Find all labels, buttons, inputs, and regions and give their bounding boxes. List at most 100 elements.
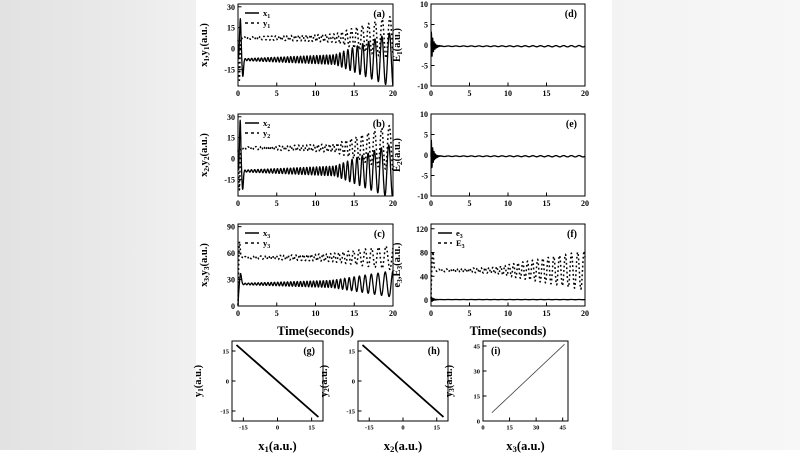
- series-line-E-2: [430, 139, 586, 169]
- axes-box: [430, 223, 586, 307]
- axes-box: [237, 3, 394, 87]
- y-tick-label: 60: [227, 249, 235, 258]
- series-line-y-1: [237, 16, 394, 82]
- x-axis-label: x2(a.u.): [384, 439, 422, 454]
- subplot-c: 0 5 10 15 20 0 30 60 90 x3,y3(a.u.) Time(seconds) (…: [199, 223, 397, 338]
- legend-label: x3: [263, 228, 270, 240]
- subplot-g: -15 0 15 -15 0 15 y1(a.u.) x1(a.u.) (g): [193, 340, 324, 454]
- y-axis-label: x3,y3(a.u.): [199, 243, 211, 287]
- panel-letter: (f): [567, 229, 577, 240]
- y-axis-label: y3(a.u.): [444, 364, 456, 397]
- x-tick-label: 0: [429, 89, 433, 98]
- panel-letter: (b): [373, 119, 385, 130]
- series-line-y-1-vs-x-1: [235, 344, 319, 418]
- x-tick-label: 15: [308, 425, 315, 432]
- x-tick-label: 10: [504, 199, 512, 208]
- y-tick-label: 90: [227, 223, 235, 232]
- y-axis-label: e3,E3(a.u.): [392, 242, 404, 287]
- y-tick-label: 0: [424, 296, 428, 305]
- x-tick-label: 20: [389, 199, 397, 208]
- legend-label: E3: [456, 238, 465, 250]
- legend-label: x2: [263, 118, 270, 130]
- page-background-left: [0, 0, 196, 450]
- y-tick-label: -15: [224, 65, 235, 74]
- x-tick-label: 0: [276, 425, 279, 432]
- y-tick-label: 30: [227, 276, 235, 285]
- x-tick-label: 10: [504, 309, 512, 318]
- x-tick-label: 20: [581, 89, 589, 98]
- y-axis-label: x2,y2(a.u.): [199, 133, 211, 177]
- subplot-d: 0 5 10 15 20 -10 -5 0 5 10 E1(a.u.) (d): [392, 0, 589, 98]
- x-tick-label: 0: [236, 309, 240, 318]
- panel-letter: (h): [428, 346, 440, 357]
- axes-box: [231, 340, 324, 422]
- subplot-e: 0 5 10 15 20 -10 -5 0 5 10 E2(a.u.) (e): [392, 110, 589, 208]
- y-tick-label: 15: [227, 24, 235, 33]
- x-tick-label: 0: [236, 89, 240, 98]
- x-tick-label: 15: [506, 425, 513, 432]
- subplot-i: 0 15 30 45 0 15 30 45 y3(a.u.) x3(a.u.) (i): [444, 340, 569, 454]
- y-tick-label: 0: [424, 151, 428, 160]
- y-tick-label: -15: [220, 408, 229, 415]
- series-line-x-1: [237, 18, 394, 86]
- y-tick-label: 40: [420, 272, 428, 281]
- y-tick-label: 10: [420, 110, 428, 119]
- x-tick-label: 45: [559, 425, 566, 432]
- x-axis-label: Time(seconds): [470, 324, 547, 338]
- y-tick-label: 10: [420, 0, 428, 9]
- x-tick-label: 10: [312, 309, 320, 318]
- x-axis-label: x1(a.u.): [258, 439, 296, 454]
- x-tick-label: 10: [312, 199, 320, 208]
- x-tick-label: -15: [239, 425, 248, 432]
- panel-letter: (e): [566, 119, 577, 130]
- y-tick-label: 0: [352, 378, 355, 385]
- y-tick-label: 80: [420, 249, 428, 258]
- panel-letter: (g): [303, 346, 315, 357]
- page-background-right: [612, 0, 800, 450]
- y-tick-label: -10: [417, 192, 428, 201]
- x-tick-label: 20: [581, 309, 589, 318]
- y-tick-label: 0: [424, 41, 428, 50]
- y-axis-label: y2(a.u.): [319, 364, 331, 397]
- x-tick-label: 20: [581, 199, 589, 208]
- y-tick-label: -15: [224, 175, 235, 184]
- x-tick-label: 5: [275, 199, 279, 208]
- x-tick-label: 10: [312, 89, 320, 98]
- axes-box: [430, 113, 586, 197]
- x-tick-label: 5: [468, 309, 472, 318]
- y-tick-label: 0: [226, 378, 229, 385]
- series-line-E-1: [430, 31, 586, 57]
- x-tick-label: 5: [468, 199, 472, 208]
- subplot-h: -15 0 15 -15 0 15 y2(a.u.) x2(a.u.) (h): [319, 340, 449, 454]
- y-tick-label: 5: [424, 131, 428, 140]
- x-tick-label: 15: [543, 89, 551, 98]
- y-tick-label: 15: [474, 393, 481, 400]
- x-tick-label: 0: [429, 199, 433, 208]
- legend-label: e3: [456, 228, 463, 240]
- axes-box: [430, 3, 586, 87]
- series-line-x-2: [237, 119, 394, 196]
- legend-label: y1: [263, 18, 270, 30]
- x-tick-label: 20: [389, 89, 397, 98]
- y-tick-label: 120: [416, 225, 428, 234]
- x-tick-label: 15: [350, 309, 358, 318]
- y-tick-label: -15: [346, 408, 355, 415]
- axes-box: [357, 340, 449, 422]
- legend-label: x1: [263, 8, 270, 20]
- y-tick-label: 45: [474, 343, 481, 350]
- y-tick-label: 0: [477, 418, 480, 425]
- series-line-y-3-vs-x-3: [491, 344, 565, 413]
- x-tick-label: 0: [429, 309, 433, 318]
- series-line-y-3: [237, 240, 394, 306]
- x-tick-label: 15: [350, 89, 358, 98]
- x-tick-label: 30: [533, 425, 540, 432]
- y-tick-label: -5: [421, 62, 428, 71]
- y-axis-label: E1(a.u.): [392, 27, 404, 62]
- x-tick-label: 5: [275, 309, 279, 318]
- panel-letter: (d): [565, 9, 577, 20]
- y-tick-label: 15: [223, 348, 230, 355]
- y-tick-label: 15: [349, 348, 356, 355]
- y-tick-label: 30: [474, 368, 481, 375]
